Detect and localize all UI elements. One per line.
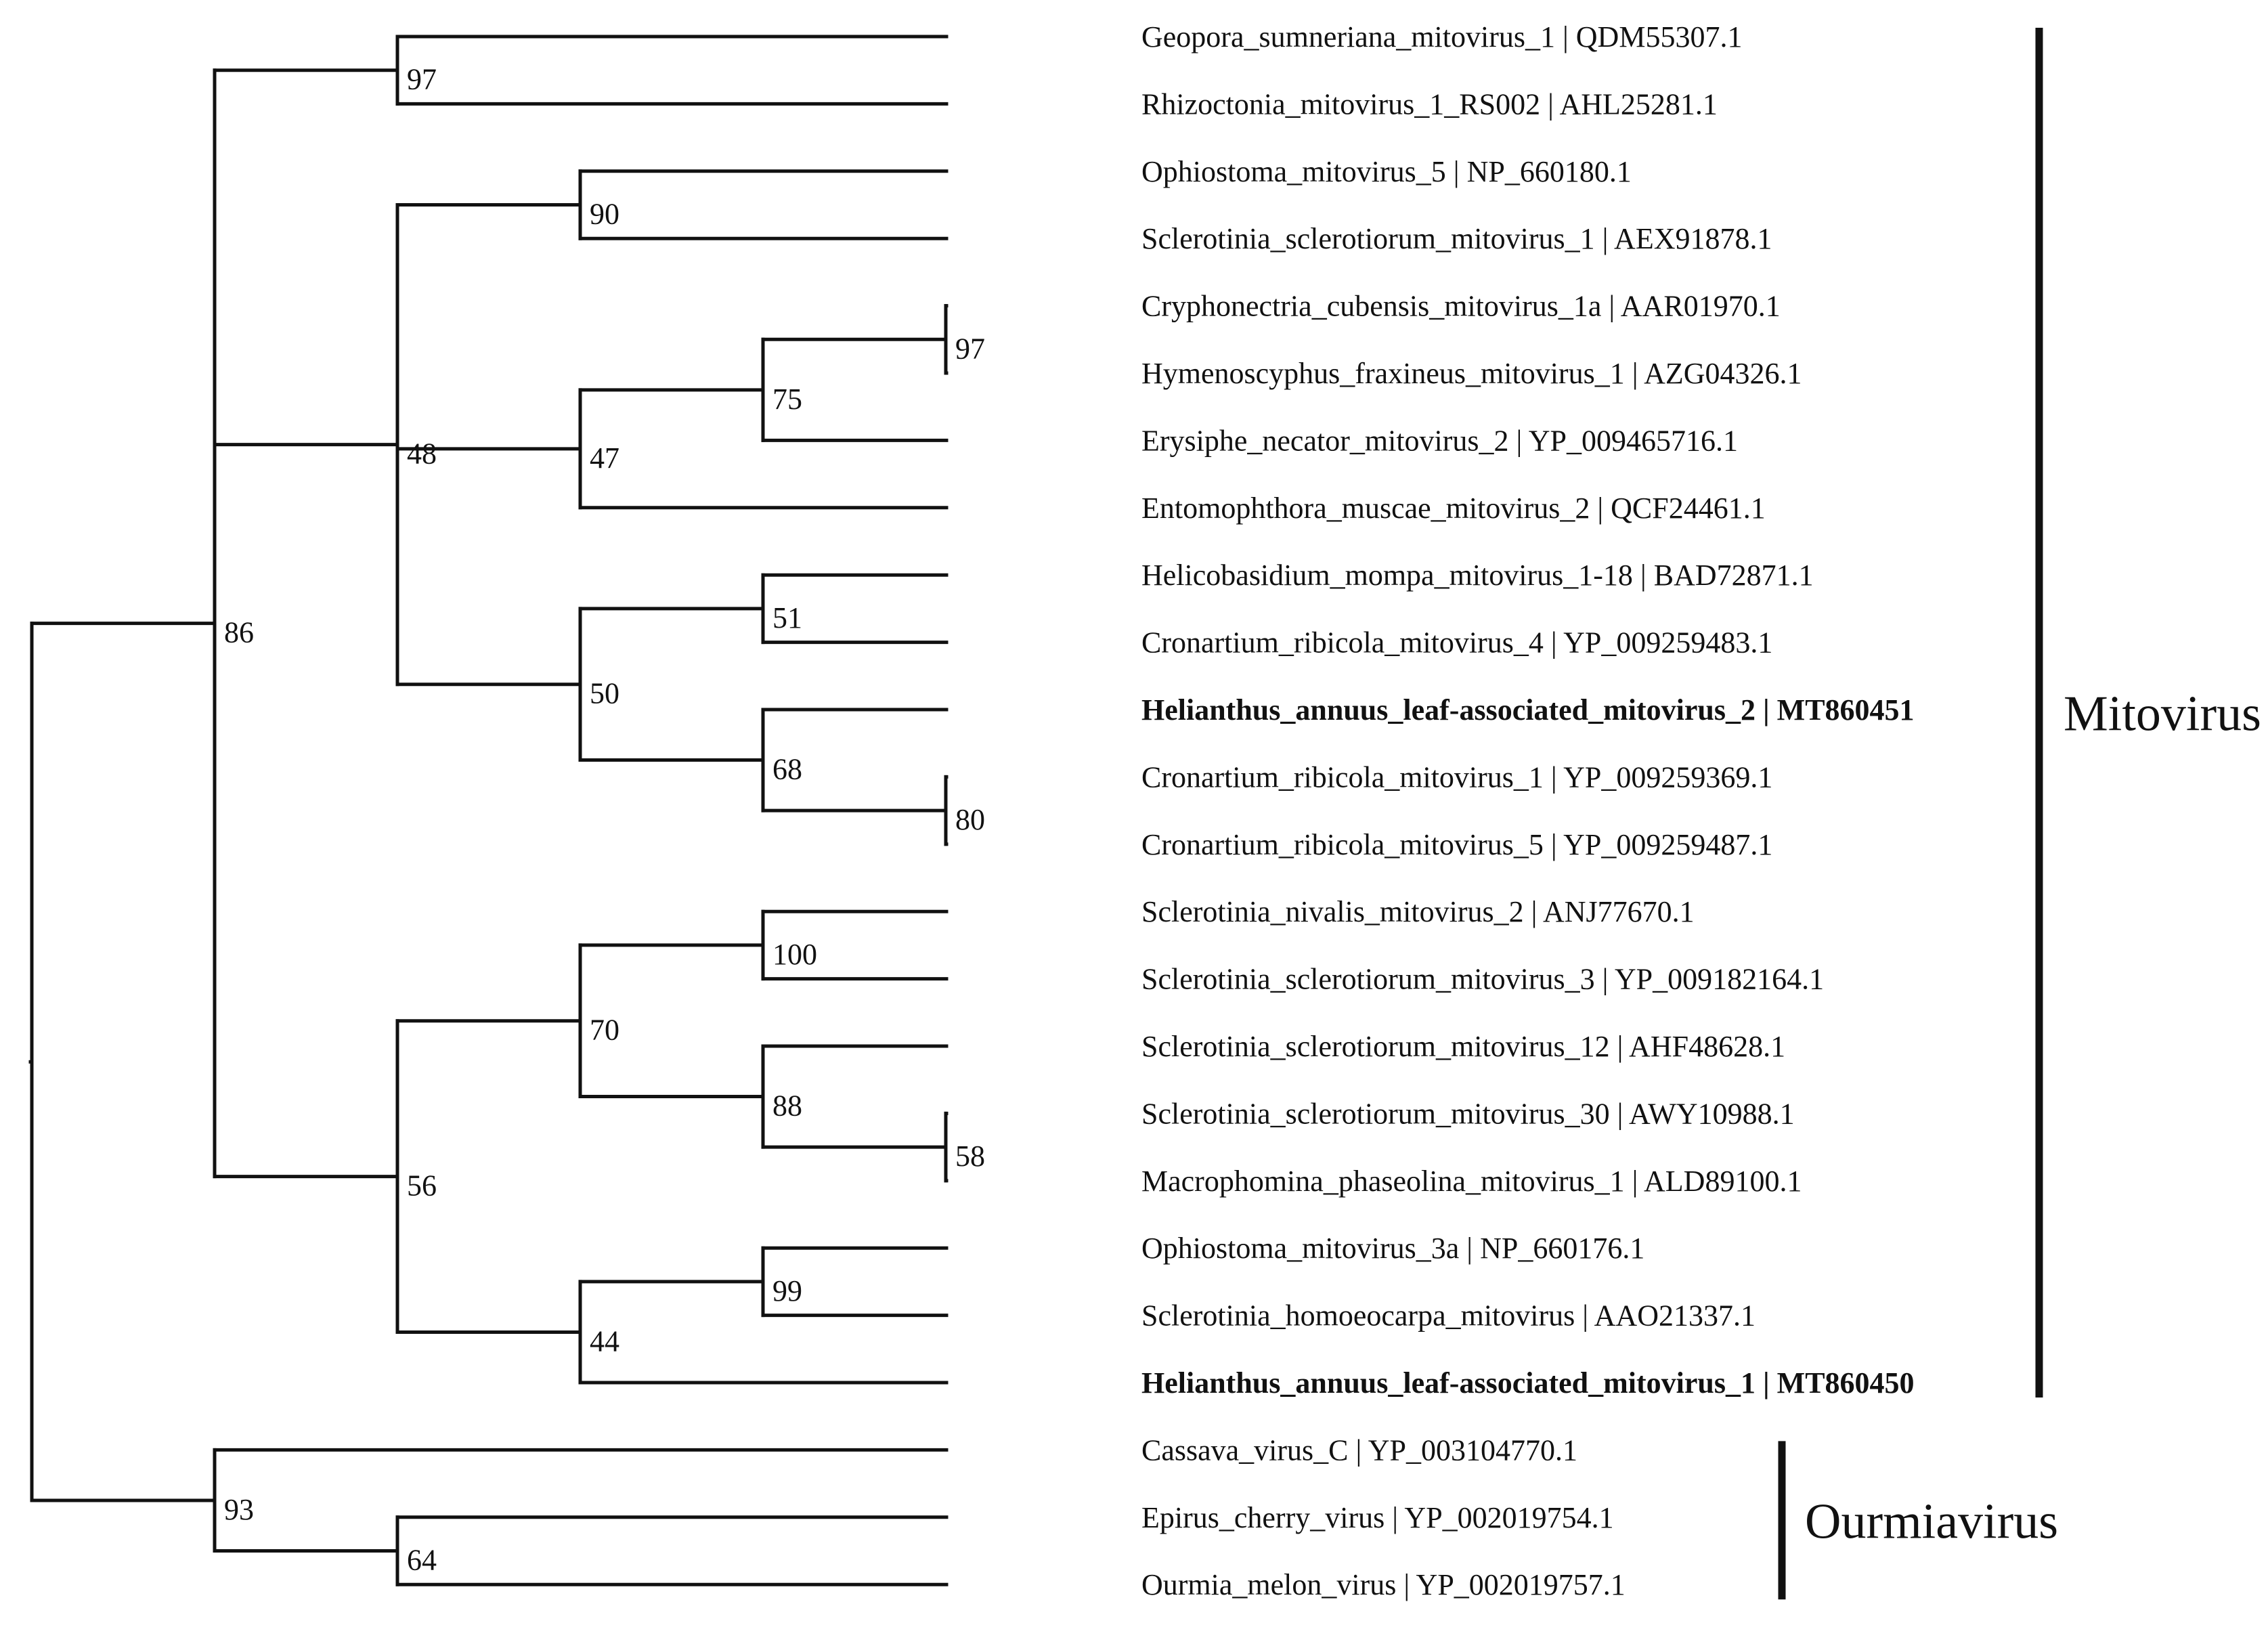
bootstrap-value: 93 xyxy=(224,1493,254,1526)
bootstrap-value: 51 xyxy=(772,601,802,634)
taxon-label: Cronartium_ribicola_mitovirus_1 | YP_009… xyxy=(1141,760,1772,794)
taxon-label: Cryphonectria_cubensis_mitovirus_1a | AA… xyxy=(1141,290,1781,323)
bootstrap-value: 75 xyxy=(772,383,802,416)
taxon-label: Hymenoscyphus_fraxineus_mitovirus_1 | AZ… xyxy=(1141,357,1802,390)
bootstrap-value: 50 xyxy=(590,677,619,710)
taxon-label: Sclerotinia_sclerotiorum_mitovirus_30 | … xyxy=(1141,1097,1795,1130)
bootstrap-value: 97 xyxy=(955,332,985,365)
bootstrap-value: 86 xyxy=(224,616,254,649)
bootstrap-value: 70 xyxy=(590,1014,619,1047)
taxon-label: Sclerotinia_nivalis_mitovirus_2 | ANJ776… xyxy=(1141,895,1695,928)
taxon-label: Sclerotinia_sclerotiorum_mitovirus_12 | … xyxy=(1141,1030,1785,1063)
taxon-label: Rhizoctonia_mitovirus_1_RS002 | AHL25281… xyxy=(1141,87,1718,121)
taxon-label: Erysiphe_necator_mitovirus_2 | YP_009465… xyxy=(1141,424,1738,457)
bootstrap-value: 48 xyxy=(407,437,437,471)
taxon-label: Sclerotinia_homoeocarpa_mitovirus | AAO2… xyxy=(1141,1299,1755,1332)
bootstrap-value: 90 xyxy=(590,198,619,231)
taxon-label: Ophiostoma_mitovirus_5 | NP_660180.1 xyxy=(1141,155,1632,188)
taxon-label: Macrophomina_phaseolina_mitovirus_1 | AL… xyxy=(1141,1165,1802,1198)
taxon-label: Cronartium_ribicola_mitovirus_5 | YP_009… xyxy=(1141,828,1772,861)
bootstrap-value: 97 xyxy=(407,63,437,96)
bootstrap-value: 47 xyxy=(590,441,619,475)
taxon-label: Ophiostoma_mitovirus_3a | NP_660176.1 xyxy=(1141,1232,1644,1265)
clade-label: Mitovirus xyxy=(2064,687,2261,742)
bootstrap-value: 68 xyxy=(772,753,802,786)
bootstrap-value: 56 xyxy=(407,1169,437,1202)
taxon-label: Sclerotinia_sclerotiorum_mitovirus_1 | A… xyxy=(1141,222,1772,255)
taxon-label: Helicobasidium_mompa_mitovirus_1-18 | BA… xyxy=(1141,559,1814,592)
taxon-label: Epirus_cherry_virus | YP_002019754.1 xyxy=(1141,1501,1614,1534)
taxon-label: Sclerotinia_sclerotiorum_mitovirus_3 | Y… xyxy=(1141,963,1824,996)
bootstrap-value: 64 xyxy=(407,1544,437,1577)
bootstrap-value: 99 xyxy=(772,1274,802,1307)
bootstrap-value: 88 xyxy=(772,1089,802,1123)
bootstrap-value: 44 xyxy=(590,1324,619,1358)
bootstrap-value: 58 xyxy=(955,1140,985,1173)
clade-label: Ourmiavirus xyxy=(1805,1494,2058,1549)
bootstrap-value: 80 xyxy=(955,803,985,836)
taxon-label: Helianthus_annuus_leaf-associated_mitovi… xyxy=(1141,1366,1915,1400)
taxon-label: Cassava_virus_C | YP_003104770.1 xyxy=(1141,1433,1577,1467)
taxon-label: Ourmia_melon_virus | YP_002019757.1 xyxy=(1141,1568,1626,1601)
bootstrap-value: 100 xyxy=(772,938,817,971)
taxon-label: Entomophthora_muscae_mitovirus_2 | QCF24… xyxy=(1141,492,1766,525)
taxon-label: Geopora_sumneriana_mitovirus_1 | QDM5530… xyxy=(1141,20,1742,53)
taxon-label: Helianthus_annuus_leaf-associated_mitovi… xyxy=(1141,693,1915,727)
taxon-label: Cronartium_ribicola_mitovirus_4 | YP_009… xyxy=(1141,626,1772,659)
